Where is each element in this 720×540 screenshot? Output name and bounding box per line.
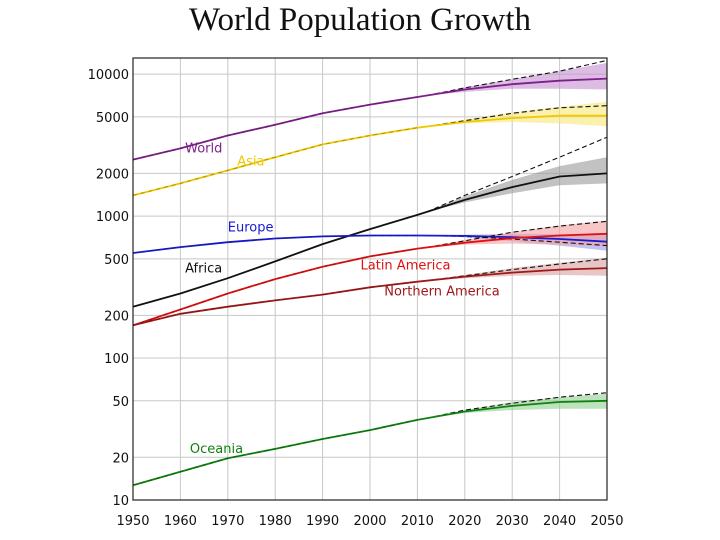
x-tick-label-2040: 2040 [543,514,576,529]
y-tick-label-5000: 5000 [96,111,129,126]
grid [132,58,608,501]
label-northern-america: Northern America [384,285,499,300]
x-tick-label-2030: 2030 [496,514,529,529]
series-line-latin-america [132,232,608,327]
series-line-oceania [132,399,608,487]
dashed-projection-africa [426,136,608,213]
y-tick-label-100: 100 [104,352,129,367]
estimate-overlay-oceania [132,419,418,486]
label-asia: Asia [237,155,264,170]
series-line-northern-america [132,267,608,327]
label-africa: Africa [185,262,222,277]
region-labels: World Asia Europe Africa Latin America Northe… [185,142,500,457]
series-line-asia [132,114,607,197]
y-tick-label-10000: 10000 [88,68,129,83]
label-oceania: Oceania [190,442,243,457]
estimate-overlay-northern-america [132,281,418,326]
y-tick-label-10: 10 [112,494,129,509]
label-world: World [185,142,222,157]
y-tick-label-20: 20 [112,451,129,466]
x-tick-label-1960: 1960 [164,514,197,529]
x-tick-label-1990: 1990 [306,514,339,529]
dashed-projection-oceania [426,392,608,419]
dashed-projection-latin-america [426,220,608,248]
dashed-projection-world [426,59,608,97]
x-tick-label-1980: 1980 [259,514,292,529]
y-tick-label-2000: 2000 [96,167,129,182]
y-tick-label-1000: 1000 [96,210,129,225]
series-lines [132,59,608,487]
estimate-overlay-asia [132,127,418,196]
series-line-africa [132,172,608,308]
plot-frame [132,57,608,501]
x-tick-label-2050: 2050 [590,514,623,529]
estimate-overlay-latin-america [132,248,418,326]
chart-title: World Population Growth [189,2,531,38]
label-europe: Europe [228,220,274,235]
axes: 1950 1960 1970 1980 1990 2000 2010 2020 2030 2040… [88,57,624,529]
label-latin-america: Latin America [361,259,451,274]
x-tick-label-2000: 2000 [353,514,386,529]
estimate-overlay-world [132,96,418,160]
band-latin-america [426,220,607,248]
y-tick-label-50: 50 [112,395,129,410]
x-tick-label-1950: 1950 [116,514,149,529]
y-tick-label-500: 500 [104,253,129,268]
x-tick-label-1970: 1970 [211,514,244,529]
y-tick-label-200: 200 [104,309,129,324]
estimate-overlay-africa [132,214,418,308]
x-tick-label-2020: 2020 [448,514,481,529]
x-tick-label-2010: 2010 [401,514,434,529]
series-line-world [132,77,608,161]
